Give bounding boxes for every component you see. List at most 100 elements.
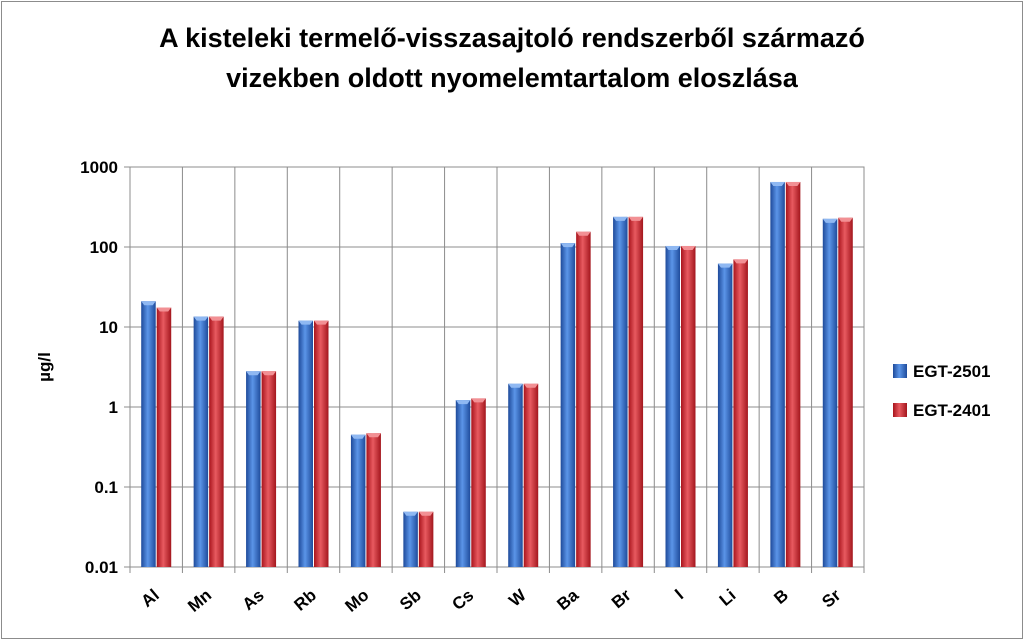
bar-As-EGT-2501 (246, 371, 261, 567)
bar-top (209, 316, 224, 321)
bar-Al-EGT-2401 (156, 307, 172, 567)
bar-top (822, 218, 838, 223)
bar-body (576, 231, 591, 567)
bar-body (298, 320, 313, 567)
bar-top (838, 217, 853, 222)
bar-body (314, 320, 329, 567)
bar-top (261, 371, 277, 376)
legend-item-EGT-2501: EGT-2501 (893, 362, 991, 381)
x-tick-label: Sb (396, 586, 425, 615)
bar-body (246, 371, 261, 567)
bar-I-EGT-2401 (681, 245, 696, 567)
bar-top (560, 243, 576, 248)
bar-top (613, 216, 628, 221)
bar-W-EGT-2501 (508, 383, 523, 567)
bar-Sb-EGT-2401 (418, 511, 434, 567)
legend-swatch (893, 403, 907, 417)
x-tick-label: Rb (290, 586, 320, 615)
bar-Sr-EGT-2401 (838, 217, 853, 567)
bar-Sb-EGT-2501 (403, 511, 418, 567)
legend: EGT-2501 EGT-2401 (893, 362, 991, 420)
chart-title-line1: A kisteleki termelő-visszasajtoló rendsz… (159, 23, 865, 53)
bar-Rb-EGT-2401 (314, 320, 329, 567)
bar-body (770, 181, 785, 568)
bar-top (628, 216, 644, 221)
bar-As-EGT-2401 (261, 371, 277, 567)
bar-top (523, 383, 539, 388)
legend-item-EGT-2401: EGT-2401 (893, 401, 991, 420)
bar-I-EGT-2501 (665, 245, 680, 567)
bar-Mn-EGT-2501 (193, 316, 209, 567)
chart-title: A kisteleki termelő-visszasajtoló rendsz… (0, 18, 1024, 98)
y-tick-label: 0.1 (94, 478, 118, 497)
bar-top (403, 511, 418, 516)
bar-body (418, 511, 434, 567)
bar-top (314, 320, 329, 325)
bar-body (628, 216, 644, 567)
bar-body (733, 259, 748, 567)
bar-body (403, 511, 418, 567)
bar-W-EGT-2401 (523, 383, 539, 567)
x-tick-label: Li (716, 586, 740, 610)
y-tick-label: 100 (90, 238, 118, 257)
bar-body (350, 434, 366, 567)
legend-label: EGT-2401 (913, 401, 991, 420)
bar-Ba-EGT-2501 (560, 243, 576, 567)
bar-body (785, 181, 801, 568)
bar-body (665, 245, 680, 567)
bar-Li-EGT-2501 (717, 263, 733, 567)
grid (124, 166, 865, 573)
bar-body (717, 263, 733, 567)
bar-body (193, 316, 209, 567)
bar-top (418, 511, 434, 516)
bar-body (681, 245, 696, 567)
bar-Al-EGT-2501 (141, 301, 156, 567)
bar-top (350, 434, 366, 439)
bar-body (471, 398, 486, 567)
bar-body (366, 433, 381, 567)
y-tick-label: 1 (109, 398, 118, 417)
legend-swatch (893, 364, 907, 378)
bar-body (613, 216, 628, 567)
bar-top (455, 400, 471, 405)
y-tick-label: 1000 (80, 158, 118, 177)
bar-top (576, 231, 591, 236)
y-tick-label: 0.01 (85, 558, 118, 577)
x-tick-label: B (770, 586, 792, 608)
bar-top (681, 245, 696, 250)
x-tick-label: W (505, 585, 530, 610)
bar-top (141, 301, 156, 306)
bar-Ba-EGT-2401 (576, 231, 591, 567)
bar-top (156, 307, 172, 312)
bar-body (838, 217, 853, 567)
x-tick-label: Mo (341, 586, 372, 616)
bar-top (246, 371, 261, 376)
bar-body (455, 400, 471, 567)
bar-top (665, 245, 680, 250)
legend-label: EGT-2501 (913, 362, 991, 381)
bar-Li-EGT-2401 (733, 259, 748, 567)
x-tick-label: I (671, 586, 687, 604)
bar-B-EGT-2501 (770, 181, 785, 568)
bar-top (366, 433, 381, 438)
bars (141, 181, 853, 568)
bar-top (770, 181, 785, 186)
bar-body (560, 243, 576, 567)
x-tick-label: Sr (818, 585, 844, 611)
x-tick-label: Br (608, 585, 635, 612)
bar-body (141, 301, 156, 567)
bar-body (523, 383, 539, 567)
bar-Mo-EGT-2501 (350, 434, 366, 567)
bar-top (785, 181, 801, 186)
bar-Cs-EGT-2501 (455, 400, 471, 567)
bar-Mo-EGT-2401 (366, 433, 381, 567)
bar-body (508, 383, 523, 567)
bar-body (822, 218, 838, 568)
x-tick-label: As (239, 586, 268, 615)
bar-Rb-EGT-2501 (298, 320, 313, 567)
bar-top (193, 316, 209, 321)
x-tick-label: Ba (553, 585, 582, 614)
bar-body (209, 316, 224, 567)
x-tick-label: Al (138, 586, 163, 611)
